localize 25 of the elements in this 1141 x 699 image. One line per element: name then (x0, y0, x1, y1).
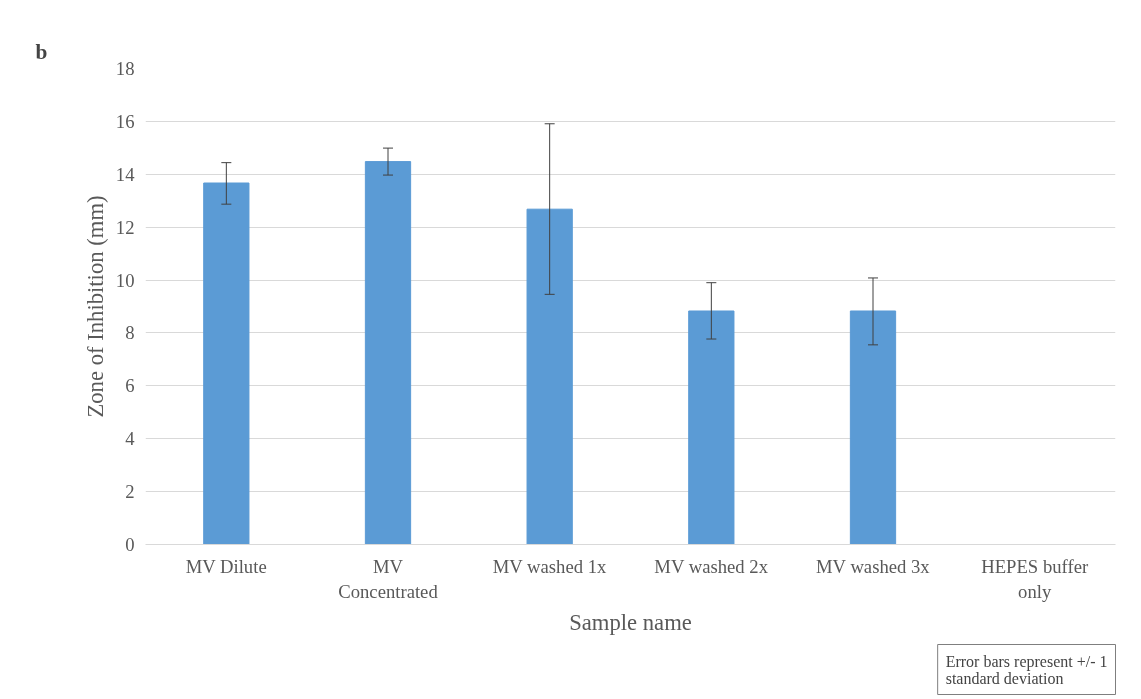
text: Error bars represent +/- 1 standard deviation (945, 652, 1108, 687)
chart-title: b (35, 39, 48, 64)
y-tick-label: 8 (125, 322, 135, 344)
y-tick-label: 0 (125, 534, 135, 555)
y-tick-label: 12 (115, 216, 135, 238)
x-tick-label: MV Concentrated (338, 555, 439, 602)
x-tick-label: MV Dilute (185, 555, 267, 577)
y-tick-label: 16 (115, 110, 135, 132)
y-tick-label: 4 (125, 428, 136, 450)
y-axis-title: Zone of Inhibition (mm) (82, 195, 108, 418)
x-tick-label: HEPES buffer only (981, 555, 1089, 602)
bar (849, 310, 897, 545)
y-tick-label: 10 (115, 269, 135, 291)
y-tick-label: 6 (125, 375, 135, 397)
bar (364, 161, 412, 545)
x-tick-label: MV washed 3x (816, 555, 931, 577)
x-axis-title: Sample name (569, 609, 692, 635)
bar (688, 310, 735, 545)
bar (526, 208, 573, 545)
y-tick-label: 18 (115, 58, 135, 79)
y-tick-label: 2 (125, 481, 135, 503)
x-tick-label: MV washed 1x (492, 555, 607, 577)
bar (203, 182, 250, 545)
y-tick-label: 14 (115, 163, 136, 185)
x-tick-label: MV washed 2x (654, 555, 769, 577)
